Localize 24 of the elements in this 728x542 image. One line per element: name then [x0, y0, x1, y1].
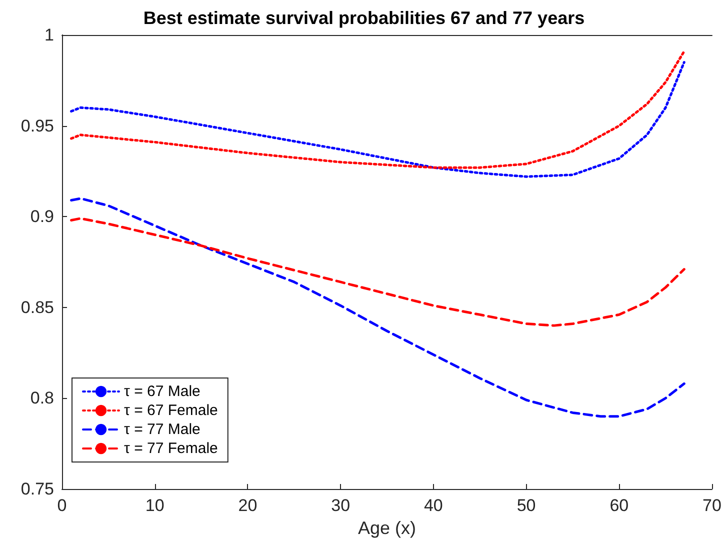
x-tick-label: 20 [238, 496, 258, 515]
x-tick-label: 60 [610, 496, 629, 515]
x-tick-label: 40 [424, 496, 443, 515]
y-tick-label: 0.9 [30, 207, 54, 226]
y-tick-label: 0.85 [20, 298, 54, 317]
y-tick-label: 1 [44, 26, 54, 44]
x-tick-label: 0 [57, 496, 67, 515]
legend-label: τ = 67 Male [124, 383, 200, 400]
line-series [70, 197, 686, 418]
legend-label: τ = 77 Female [124, 440, 218, 457]
x-tick-label: 70 [702, 496, 722, 515]
line-series [70, 217, 686, 327]
x-tick-label: 10 [145, 496, 164, 515]
x-tick-label: 30 [331, 496, 350, 515]
line-series [70, 60, 686, 178]
x-tick-label: 50 [516, 496, 536, 515]
legend-label: τ = 77 Male [124, 421, 200, 438]
y-tick-label: 0.8 [30, 388, 54, 408]
legend-label: τ = 67 Female [124, 402, 218, 419]
y-tick-label: 0.95 [20, 116, 54, 136]
chart-title: Best estimate survival probabilities 67 and 77 years [143, 8, 585, 28]
line-series [70, 50, 686, 169]
y-tick-label: 0.75 [20, 480, 54, 498]
x-axis-title: Age (x) [358, 518, 416, 538]
